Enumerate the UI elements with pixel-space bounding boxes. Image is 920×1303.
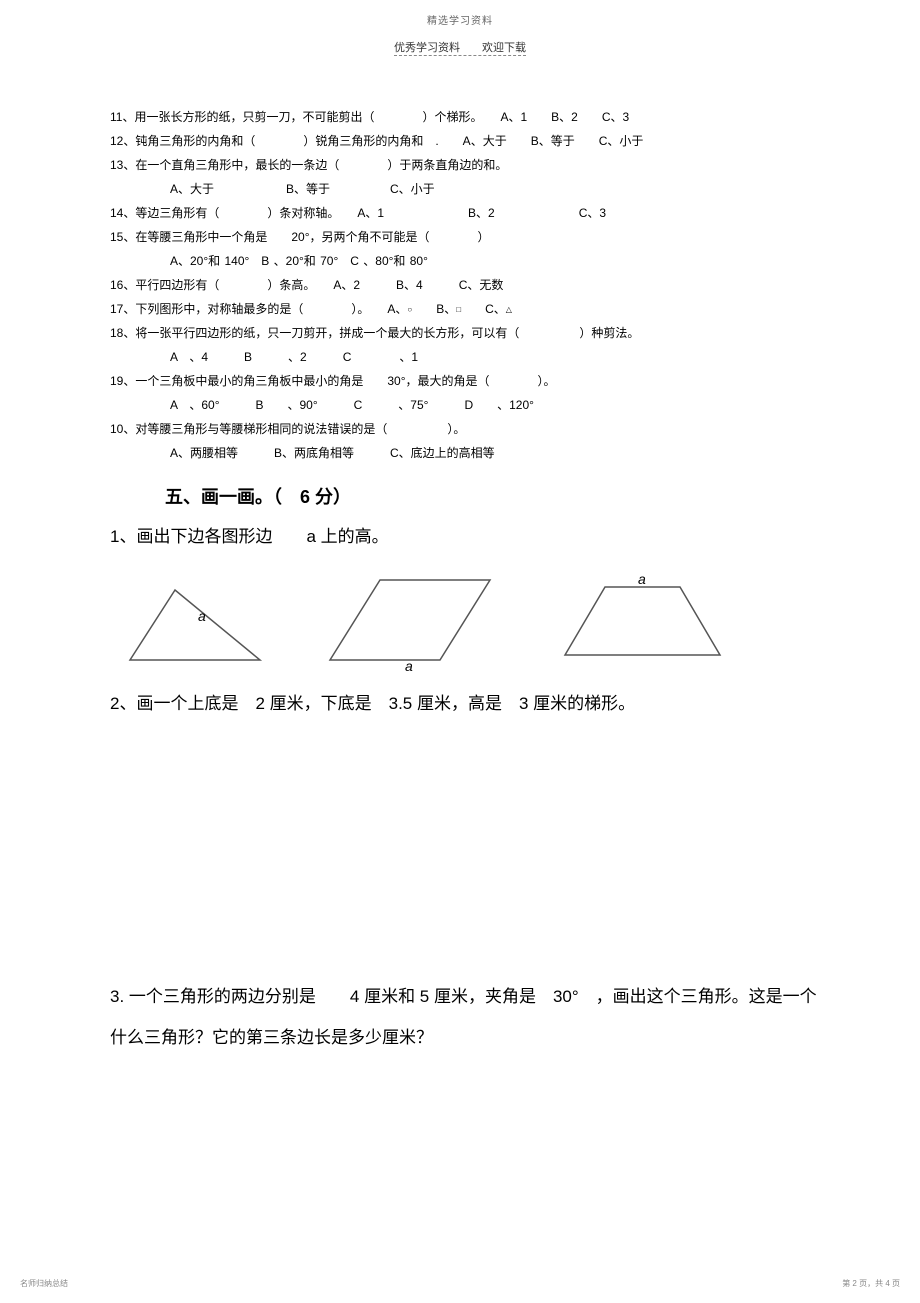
triangle-icon: △ [506, 305, 512, 314]
question-15-options: A、20°和 140° B 、20°和 70° C 、80°和 80° [170, 249, 820, 273]
question-17-b: B、 [412, 302, 456, 316]
parallelogram-shape: a [320, 570, 500, 670]
question-10-options: A、两腰相等 B、两底角相等 C、底边上的高相等 [170, 441, 820, 465]
section-5-title: 五、画一画。（ 6 分） [165, 483, 820, 509]
label-a-2: a [405, 658, 413, 674]
trapezoid-shape: a [550, 575, 730, 670]
section-5-q3: 3. 一个三角形的两边分别是 4 厘米和 5 厘米，夹角是 30° ，画出这个三… [110, 977, 820, 1059]
label-a-1: a [198, 608, 206, 624]
content-area: 11、用一张长方形的纸，只剪一刀，不可能剪出（ ）个梯形。 A、1 B、2 C、… [110, 105, 820, 1058]
question-17-text: 17、下列图形中，对称轴最多的是（ ）。 A、 [110, 302, 407, 316]
question-17-c: C、 [461, 302, 506, 316]
drawing-space-1 [110, 727, 820, 967]
question-18-options: A 、4 B 、2 C 、1 [170, 345, 820, 369]
question-19-options: A 、60° B 、90° C 、75° D 、120° [170, 393, 820, 417]
question-12: 12、钝角三角形的内角和（ ）锐角三角形的内角和 . A、大于 B、等于 C、小… [110, 129, 820, 153]
question-13-options: A、大于 B、等于 C、小于 [170, 177, 820, 201]
question-15: 15、在等腰三角形中一个角是 20°，另两个角不可能是（ ） [110, 225, 820, 249]
sub-header: 优秀学习资料 欢迎下载 [0, 39, 920, 55]
footer-left: 名师归纳总结 [20, 1278, 68, 1289]
question-19: 19、一个三角板中最小的角三角板中最小的角是 30°，最大的角是（ ）。 [110, 369, 820, 393]
sub-header-left: 优秀学习资料 [394, 42, 460, 54]
question-10: 10、对等腰三角形与等腰梯形相同的说法错误的是（ ）。 [110, 417, 820, 441]
question-16: 16、平行四边形有（ ）条高。 A、2 B、4 C、无数 [110, 273, 820, 297]
question-14: 14、等边三角形有（ ）条对称轴。 A、1 B、2 C、3 [110, 201, 820, 225]
question-17: 17、下列图形中，对称轴最多的是（ ）。 A、○ B、□ C、△ [110, 297, 820, 321]
section-5-q1: 1、画出下边各图形边 a 上的高。 [110, 523, 820, 552]
question-18: 18、将一张平行四边形的纸，只一刀剪开，拼成一个最大的长方形，可以有（ ）种剪法… [110, 321, 820, 345]
sub-header-right: 欢迎下载 [482, 42, 526, 54]
question-13: 13、在一个直角三角形中，最长的一条边（ ）于两条直角边的和。 [110, 153, 820, 177]
label-a-3: a [638, 571, 646, 587]
triangle-shape: a [120, 580, 270, 670]
section-5-q2: 2、画一个上底是 2 厘米，下底是 3.5 厘米，高是 3 厘米的梯形。 [110, 690, 820, 719]
footer-right: 第 2 页，共 4 页 [842, 1278, 900, 1289]
question-11: 11、用一张长方形的纸，只剪一刀，不可能剪出（ ）个梯形。 A、1 B、2 C、… [110, 105, 820, 129]
shapes-row: a a a [120, 570, 820, 670]
top-header: 精选学习资料 [0, 12, 920, 27]
